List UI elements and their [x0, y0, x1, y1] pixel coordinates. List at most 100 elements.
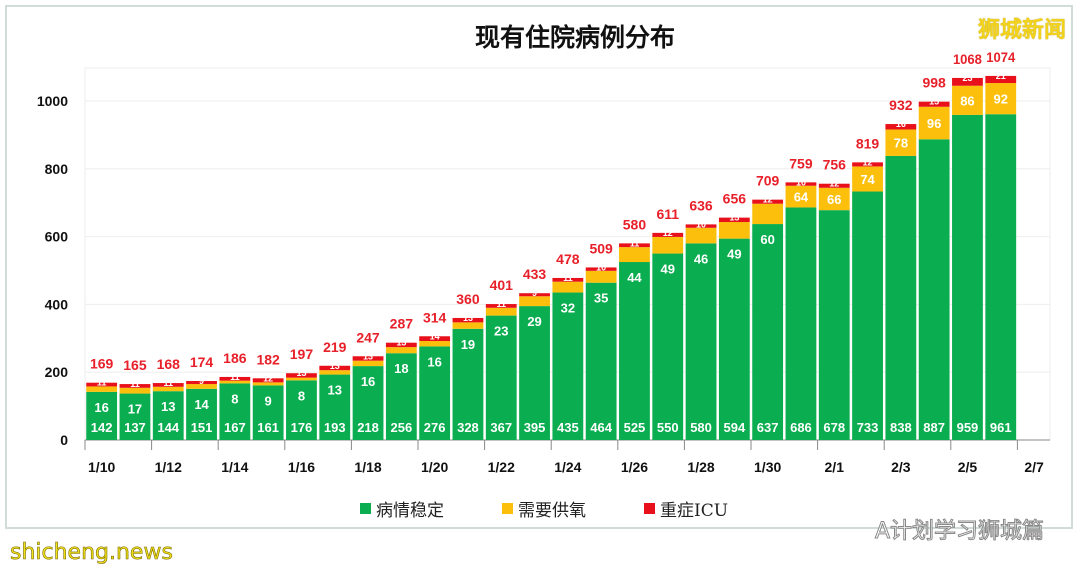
- bar-segment-oxygen: [252, 382, 284, 386]
- bar-segment-oxygen: [186, 384, 217, 389]
- bar-segment-icu: [352, 356, 384, 361]
- chart-title: 现有住院病例分布: [474, 23, 675, 52]
- bar-segment-icu: [319, 365, 351, 371]
- data-label-total: 219: [323, 339, 347, 355]
- data-label-total: 433: [523, 266, 547, 282]
- data-label-icu: 14: [430, 331, 440, 341]
- bar-segment-stable: [985, 114, 1017, 440]
- data-label-icu: 10: [596, 262, 606, 272]
- data-label-oxygen: 86: [960, 93, 974, 108]
- bar-segment-icu: [152, 383, 184, 387]
- data-label-icu: 12: [263, 373, 273, 383]
- data-label-stable: 464: [590, 420, 612, 435]
- x-tick-label: 1/16: [288, 459, 315, 475]
- data-label-total: 756: [823, 157, 847, 173]
- data-label-total: 998: [922, 75, 946, 91]
- data-label-total: 174: [190, 354, 214, 370]
- legend-swatch: [644, 503, 655, 514]
- bar-segment-icu: [885, 124, 917, 130]
- x-tick-label: 1/28: [687, 459, 714, 475]
- bar-segment-oxygen: [852, 166, 883, 192]
- legend-label: 重症ICU: [660, 501, 729, 521]
- data-label-total: 186: [223, 350, 247, 366]
- y-tick-label: 400: [45, 296, 69, 312]
- data-label-icu: 11: [230, 372, 240, 382]
- data-label-oxygen: 64: [794, 190, 809, 205]
- data-label-oxygen: 17: [128, 402, 142, 417]
- bar-segment-oxygen: [619, 247, 650, 263]
- bar-segment-oxygen: [885, 129, 917, 156]
- bar-segment-stable: [485, 315, 517, 440]
- data-label-icu: 16: [896, 119, 906, 129]
- bar-segment-icu: [286, 373, 317, 378]
- x-tick-label: 1/14: [221, 459, 248, 475]
- x-tick-label: 2/1: [825, 459, 845, 475]
- bar-segment-stable: [519, 306, 550, 440]
- bar-segment-stable: [852, 191, 883, 440]
- bar-segment-stable: [552, 292, 584, 440]
- data-label-icu: 13: [363, 351, 373, 361]
- data-label-icu: 13: [296, 368, 306, 378]
- data-label-icu: 21: [996, 71, 1006, 81]
- data-label-oxygen: 9: [265, 393, 272, 408]
- bar-segment-oxygen: [585, 270, 617, 283]
- y-tick-label: 600: [45, 229, 69, 245]
- bar-segment-stable: [452, 328, 484, 440]
- bar-segment-stable: [652, 253, 684, 440]
- data-label-total: 1074: [986, 49, 1015, 65]
- data-label-icu: 10: [796, 177, 806, 187]
- bar-segment-oxygen: [752, 203, 784, 225]
- bar-segment-stable: [352, 366, 384, 440]
- data-label-stable: 961: [990, 420, 1012, 435]
- bar-segment-stable: [718, 238, 750, 440]
- bar-segment-oxygen: [352, 360, 384, 367]
- data-label-stable: 887: [923, 420, 945, 435]
- data-label-total: 656: [723, 191, 747, 207]
- bar-segment-oxygen: [119, 387, 151, 394]
- data-label-total: 478: [556, 251, 580, 267]
- watermark: shicheng.news: [10, 540, 174, 566]
- data-label-stable: 395: [524, 420, 546, 435]
- data-label-stable: 328: [457, 420, 479, 435]
- bar-segment-oxygen: [818, 187, 850, 211]
- data-label-stable: 218: [357, 420, 379, 435]
- data-label-oxygen: 92: [994, 92, 1008, 107]
- data-label-stable: 193: [324, 420, 346, 435]
- bar-segment-oxygen: [485, 307, 517, 316]
- bar-segment-stable: [252, 385, 284, 440]
- data-label-stable: 733: [857, 420, 879, 435]
- data-label-oxygen: 32: [561, 301, 575, 316]
- data-label-icu: 11: [496, 299, 506, 309]
- bar-segment-oxygen: [652, 236, 684, 254]
- data-label-total: 819: [856, 135, 880, 151]
- bar-segment-stable: [152, 391, 184, 440]
- data-label-total: 182: [256, 351, 280, 367]
- bar-segment-icu: [785, 182, 817, 186]
- bar-segment-icu: [119, 384, 151, 388]
- bar-segment-stable: [619, 262, 650, 440]
- data-label-icu: 12: [763, 195, 773, 205]
- data-label-icu: 12: [663, 228, 673, 238]
- bar-segment-oxygen: [86, 386, 118, 392]
- bar-segment-icu: [219, 376, 251, 381]
- bar-segment-oxygen: [952, 85, 983, 115]
- data-label-total: 197: [290, 346, 314, 362]
- data-label-total: 709: [756, 173, 780, 189]
- data-label-stable: 838: [890, 420, 912, 435]
- legend-item-oxygen: 需要供氧: [502, 496, 586, 521]
- bar-segment-oxygen: [286, 377, 317, 381]
- bar-segment-stable: [219, 383, 251, 440]
- data-label-total: 168: [157, 356, 181, 372]
- data-label-icu: 12: [829, 179, 839, 189]
- bar-segment-oxygen: [785, 185, 817, 208]
- brand-logo: 狮城新闻: [977, 18, 1066, 43]
- data-label-oxygen: 8: [298, 388, 305, 403]
- data-label-total: 932: [889, 97, 913, 113]
- bar-segment-stable: [86, 391, 118, 440]
- data-label-icu: 15: [929, 97, 939, 107]
- data-label-icu: 11: [130, 379, 140, 389]
- data-label-oxygen: 8: [231, 391, 238, 406]
- data-label-stable: 367: [490, 420, 512, 435]
- bar-segment-icu: [186, 381, 217, 385]
- data-label-stable: 678: [823, 420, 845, 435]
